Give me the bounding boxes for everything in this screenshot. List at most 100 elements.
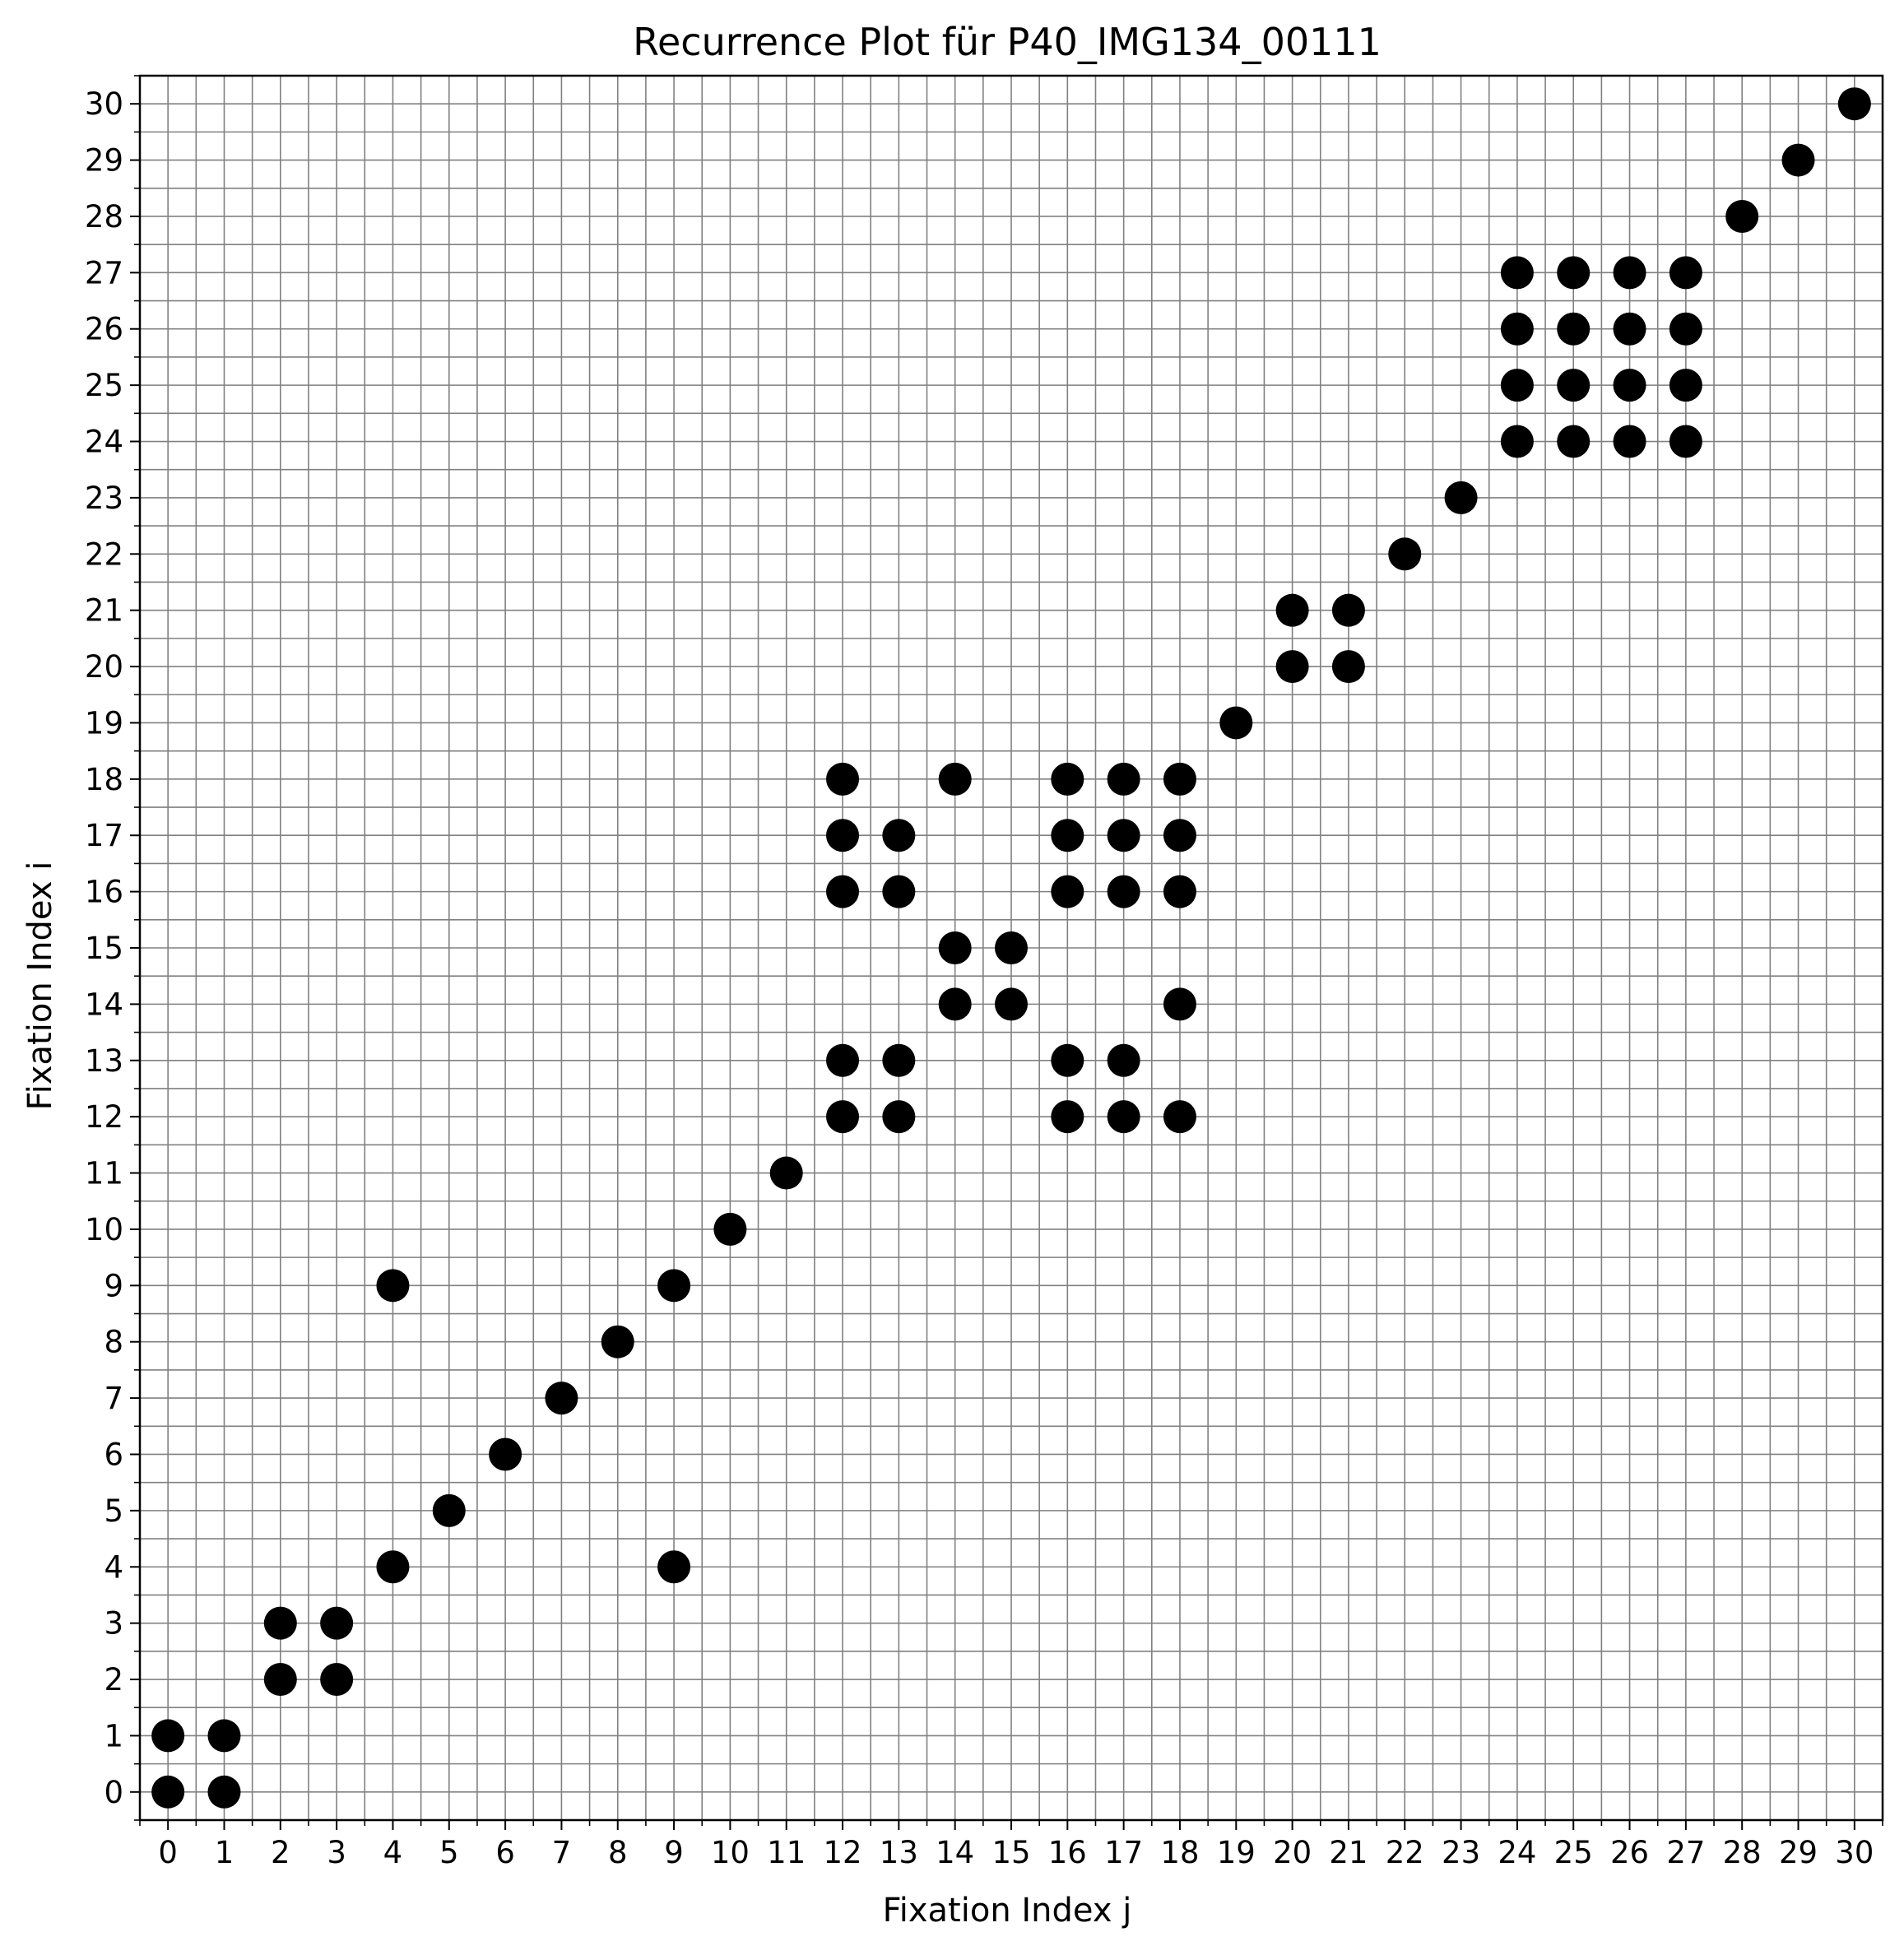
- recurrence-point: [826, 1043, 860, 1077]
- x-tick-label: 0: [158, 1835, 178, 1870]
- x-tick-label: 25: [1554, 1835, 1593, 1870]
- y-tick-label: 24: [85, 425, 123, 460]
- y-tick-label: 5: [104, 1493, 123, 1529]
- recurrence-point: [826, 875, 860, 908]
- recurrence-point: [1331, 593, 1365, 627]
- y-tick-label: 30: [85, 86, 123, 122]
- recurrence-point: [713, 1212, 747, 1246]
- recurrence-point: [1500, 312, 1534, 346]
- y-tick-label: 25: [85, 368, 123, 403]
- y-tick-label: 13: [85, 1043, 123, 1079]
- recurrence-point: [1107, 819, 1140, 852]
- recurrence-point: [601, 1325, 634, 1358]
- recurrence-point: [1051, 1043, 1084, 1077]
- y-tick-label: 11: [85, 1156, 123, 1191]
- recurrence-point: [1051, 762, 1084, 796]
- recurrence-point: [1107, 875, 1140, 908]
- y-tick-label: 7: [104, 1381, 123, 1416]
- y-tick-label: 18: [85, 762, 123, 797]
- x-tick-label: 22: [1386, 1835, 1424, 1870]
- recurrence-point: [1163, 875, 1196, 908]
- y-axis-label: Fixation Index i: [21, 862, 59, 1111]
- x-tick-label: 9: [664, 1835, 684, 1870]
- recurrence-point: [432, 1493, 466, 1527]
- recurrence-point: [1669, 369, 1702, 402]
- recurrence-point: [151, 1719, 185, 1753]
- recurrence-point: [882, 819, 916, 852]
- x-tick-label: 8: [608, 1835, 628, 1870]
- y-tick-label: 29: [85, 143, 123, 179]
- y-tick-label: 2: [104, 1662, 123, 1698]
- recurrence-point: [882, 875, 916, 908]
- y-tick-label: 12: [85, 1099, 123, 1135]
- y-tick-label: 21: [85, 593, 123, 629]
- recurrence-point: [1107, 1043, 1140, 1077]
- recurrence-point: [657, 1550, 691, 1584]
- recurrence-point: [1613, 256, 1646, 290]
- y-tick-label: 20: [85, 649, 123, 685]
- recurrence-point: [1613, 369, 1646, 402]
- recurrence-point: [207, 1775, 241, 1809]
- recurrence-point: [769, 1156, 803, 1190]
- x-tick-labels: 0 1 2 3 4 5 6 7 8 9 10 11 12 13 14 15 16 17 18 19 20 21 22 23 24…: [158, 1835, 1874, 1870]
- y-tick-label: 8: [104, 1325, 123, 1360]
- y-tick-label: 4: [104, 1549, 123, 1585]
- recurrence-point: [826, 1100, 860, 1134]
- x-tick-label: 21: [1329, 1835, 1368, 1870]
- recurrence-point: [995, 931, 1028, 964]
- recurrence-point: [1500, 256, 1534, 290]
- recurrence-point: [1669, 312, 1702, 346]
- recurrence-point: [263, 1606, 297, 1640]
- y-tick-label: 1: [104, 1718, 123, 1753]
- recurrence-point: [1163, 819, 1196, 852]
- recurrence-point: [489, 1437, 522, 1471]
- recurrence-point: [151, 1775, 185, 1809]
- x-tick-label: 27: [1666, 1835, 1705, 1870]
- recurrence-point: [882, 1100, 916, 1134]
- x-tick-label: 4: [383, 1835, 403, 1870]
- recurrence-point: [1331, 650, 1365, 684]
- x-tick-label: 19: [1217, 1835, 1256, 1870]
- recurrence-point: [1163, 987, 1196, 1021]
- y-tick-label: 0: [104, 1775, 123, 1810]
- y-tick-label: 28: [85, 199, 123, 235]
- recurrence-point: [1557, 425, 1591, 458]
- recurrence-point: [938, 931, 972, 964]
- x-tick-label: 23: [1442, 1835, 1480, 1870]
- x-tick-label: 12: [823, 1835, 861, 1870]
- recurrence-point: [1669, 256, 1702, 290]
- recurrence-point: [263, 1663, 297, 1697]
- x-tick-label: 1: [215, 1835, 235, 1870]
- y-tick-labels: 0123456789101112131415161718192021222324…: [85, 86, 123, 1810]
- x-tick-label: 7: [552, 1835, 572, 1870]
- x-axis-label: Fixation Index j: [883, 1892, 1132, 1930]
- recurrence-point: [1051, 819, 1084, 852]
- recurrence-point: [376, 1269, 410, 1303]
- x-tick-label: 26: [1610, 1835, 1649, 1870]
- recurrence-point: [1275, 593, 1309, 627]
- recurrence-points: [151, 87, 1871, 1809]
- x-tick-label: 10: [711, 1835, 750, 1870]
- recurrence-point: [1613, 312, 1646, 346]
- y-tick-label: 27: [85, 255, 123, 290]
- recurrence-point: [1781, 143, 1815, 177]
- x-tick-label: 15: [991, 1835, 1030, 1870]
- recurrence-point: [320, 1663, 354, 1697]
- recurrence-point: [1444, 481, 1478, 514]
- recurrence-point: [1500, 369, 1534, 402]
- y-tick-label: 10: [85, 1212, 123, 1247]
- recurrence-point: [826, 819, 860, 852]
- x-tick-label: 29: [1779, 1835, 1818, 1870]
- recurrence-point: [1107, 762, 1140, 796]
- recurrence-point: [1275, 650, 1309, 684]
- recurrence-point: [938, 762, 972, 796]
- recurrence-point: [1107, 1100, 1140, 1134]
- recurrence-point: [207, 1719, 241, 1753]
- y-tick-label: 19: [85, 705, 123, 741]
- y-tick-label: 26: [85, 312, 123, 347]
- grid: [139, 75, 1883, 1821]
- recurrence-point: [1557, 312, 1591, 346]
- y-tick-label: 3: [104, 1606, 123, 1642]
- x-tick-label: 20: [1273, 1835, 1312, 1870]
